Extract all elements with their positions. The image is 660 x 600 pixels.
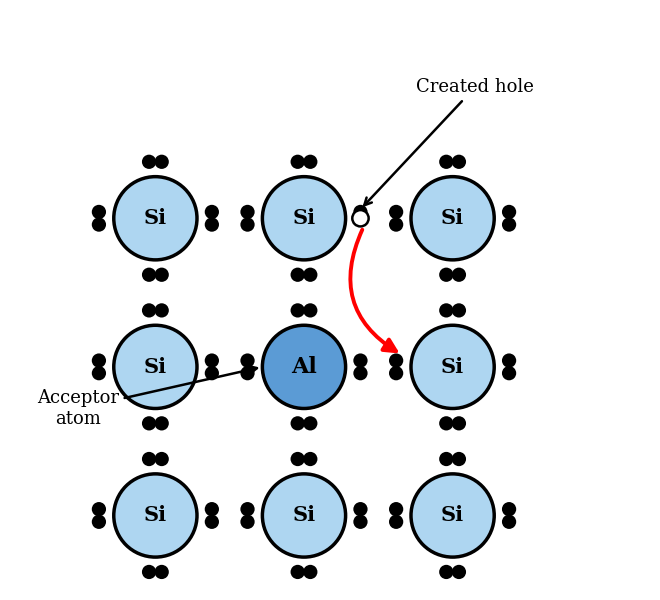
Text: Al: Al: [291, 356, 317, 378]
Circle shape: [92, 353, 106, 368]
Circle shape: [290, 303, 305, 317]
Circle shape: [502, 502, 516, 517]
Text: Acceptor
atom: Acceptor atom: [37, 366, 257, 428]
Circle shape: [290, 268, 305, 282]
Circle shape: [154, 155, 169, 169]
Circle shape: [92, 502, 106, 517]
Circle shape: [240, 366, 255, 380]
Circle shape: [290, 452, 305, 466]
Circle shape: [303, 565, 317, 579]
Text: Si: Si: [144, 505, 167, 526]
Circle shape: [240, 353, 255, 368]
Circle shape: [240, 205, 255, 219]
Circle shape: [502, 353, 516, 368]
Circle shape: [389, 502, 403, 517]
Circle shape: [205, 502, 219, 517]
Circle shape: [502, 205, 516, 219]
Circle shape: [205, 217, 219, 232]
Circle shape: [353, 205, 368, 219]
Circle shape: [502, 515, 516, 529]
Circle shape: [240, 217, 255, 232]
Circle shape: [452, 416, 466, 430]
Text: Si: Si: [292, 208, 315, 228]
Circle shape: [154, 452, 169, 466]
Circle shape: [452, 452, 466, 466]
Circle shape: [263, 325, 346, 409]
Circle shape: [114, 325, 197, 409]
Circle shape: [439, 155, 453, 169]
Circle shape: [290, 155, 305, 169]
Circle shape: [439, 452, 453, 466]
Circle shape: [389, 366, 403, 380]
Circle shape: [452, 565, 466, 579]
Circle shape: [142, 452, 156, 466]
Circle shape: [452, 155, 466, 169]
Circle shape: [92, 515, 106, 529]
Circle shape: [303, 303, 317, 317]
Circle shape: [290, 416, 305, 430]
Circle shape: [142, 155, 156, 169]
Circle shape: [92, 366, 106, 380]
Circle shape: [389, 353, 403, 368]
Circle shape: [439, 303, 453, 317]
Circle shape: [439, 565, 453, 579]
Circle shape: [240, 515, 255, 529]
Circle shape: [205, 205, 219, 219]
Circle shape: [205, 353, 219, 368]
Text: Si: Si: [441, 505, 464, 526]
Circle shape: [352, 210, 369, 226]
Circle shape: [114, 474, 197, 557]
Circle shape: [263, 474, 346, 557]
Circle shape: [240, 502, 255, 517]
Circle shape: [303, 452, 317, 466]
Circle shape: [439, 268, 453, 282]
Circle shape: [353, 353, 368, 368]
Text: Si: Si: [441, 208, 464, 228]
Circle shape: [411, 474, 494, 557]
Circle shape: [389, 205, 403, 219]
Circle shape: [142, 565, 156, 579]
Circle shape: [205, 515, 219, 529]
Circle shape: [92, 217, 106, 232]
Circle shape: [502, 366, 516, 380]
Text: Si: Si: [144, 357, 167, 377]
Circle shape: [142, 303, 156, 317]
Circle shape: [411, 176, 494, 260]
Circle shape: [92, 205, 106, 219]
Circle shape: [142, 268, 156, 282]
Circle shape: [303, 416, 317, 430]
Text: Si: Si: [144, 208, 167, 228]
Circle shape: [154, 268, 169, 282]
Circle shape: [452, 268, 466, 282]
Circle shape: [114, 176, 197, 260]
Circle shape: [389, 515, 403, 529]
Circle shape: [353, 366, 368, 380]
Circle shape: [290, 565, 305, 579]
Text: Si: Si: [292, 505, 315, 526]
Circle shape: [263, 176, 346, 260]
Circle shape: [142, 416, 156, 430]
Circle shape: [439, 416, 453, 430]
Circle shape: [303, 268, 317, 282]
Circle shape: [353, 502, 368, 517]
Text: Si: Si: [441, 357, 464, 377]
Circle shape: [154, 565, 169, 579]
Circle shape: [154, 416, 169, 430]
Circle shape: [502, 217, 516, 232]
Circle shape: [205, 366, 219, 380]
Circle shape: [353, 515, 368, 529]
Circle shape: [303, 155, 317, 169]
Circle shape: [411, 325, 494, 409]
Circle shape: [452, 303, 466, 317]
Circle shape: [389, 217, 403, 232]
Text: Created hole: Created hole: [364, 79, 534, 205]
Circle shape: [154, 303, 169, 317]
FancyArrowPatch shape: [350, 230, 396, 351]
